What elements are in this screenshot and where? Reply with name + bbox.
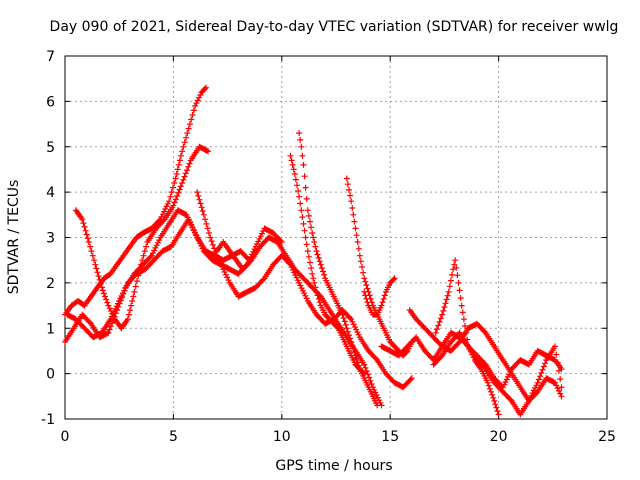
y-tick-label: 2 xyxy=(46,276,55,292)
y-tick-label: 1 xyxy=(46,321,55,337)
series-sat-e xyxy=(194,189,415,391)
y-tick-label: 7 xyxy=(46,49,55,65)
series-points xyxy=(287,152,368,377)
series-sat-m xyxy=(432,257,502,418)
y-tick-label: 6 xyxy=(46,94,55,110)
series-sat-f xyxy=(213,234,385,409)
series-points xyxy=(213,234,385,409)
series-points xyxy=(296,130,381,409)
x-tick-label: 5 xyxy=(169,429,178,445)
x-tick-label: 0 xyxy=(61,429,70,445)
x-tick-label: 10 xyxy=(273,429,291,445)
y-tick-label: -1 xyxy=(41,412,55,428)
data-series xyxy=(62,84,565,418)
series-points xyxy=(343,175,415,359)
series-points xyxy=(430,329,565,418)
series-sat-n xyxy=(430,329,565,418)
series-sat-g xyxy=(296,130,381,409)
series-sat-j xyxy=(361,275,398,318)
y-axis-label: SDTVAR / TECUs xyxy=(6,180,22,295)
x-tick-label: 25 xyxy=(598,429,616,445)
series-sat-i xyxy=(343,175,415,359)
y-tick-label: 0 xyxy=(46,367,55,383)
series-points xyxy=(361,275,398,318)
series-points xyxy=(432,257,502,418)
series-points xyxy=(64,216,253,341)
y-tick-label: 5 xyxy=(46,140,55,156)
series-sat-d xyxy=(64,216,253,341)
axis-ticks: 0 5 10 15 20 25 -1 0 1 2 3 4 5 6 7 xyxy=(41,49,616,445)
series-sat-h xyxy=(287,152,368,377)
y-tick-label: 3 xyxy=(46,231,55,247)
series-sat-b xyxy=(72,143,212,332)
y-tick-label: 4 xyxy=(46,185,55,201)
x-axis-label: GPS time / hours xyxy=(275,458,392,474)
chart-title: Day 090 of 2021, Sidereal Day-to-day VTE… xyxy=(50,19,619,35)
series-points xyxy=(194,189,415,391)
x-tick-label: 15 xyxy=(381,429,399,445)
series-points xyxy=(72,143,212,332)
x-tick-label: 20 xyxy=(490,429,508,445)
